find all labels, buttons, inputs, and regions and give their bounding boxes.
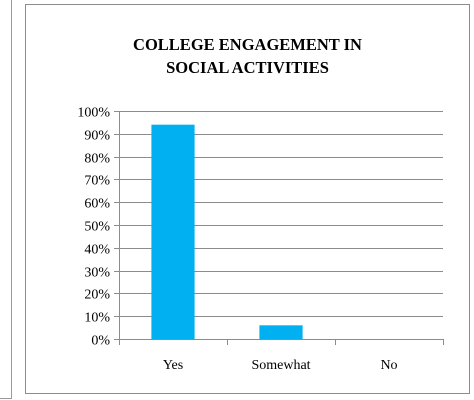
chart-title-line-1: COLLEGE ENGAGEMENT IN — [133, 35, 362, 54]
y-tick-label: 40% — [84, 243, 110, 258]
y-tick-label: 100% — [77, 106, 110, 121]
x-tick-label: No — [380, 358, 397, 373]
y-tick-label: 0% — [91, 334, 110, 349]
y-tick-label: 10% — [84, 311, 110, 326]
bar-chart-plot: 0% 10% 20% 30% 40% 50% 60% 70% 80% 90% 100% Yes Some… — [77, 106, 444, 373]
x-tick-label: Somewhat — [251, 358, 310, 373]
chart-container: COLLEGE ENGAGEMENT IN SOCIAL ACTIVITIES … — [25, 4, 470, 394]
chart-title-line-2: SOCIAL ACTIVITIES — [166, 58, 329, 77]
y-tick-label: 20% — [84, 288, 110, 303]
y-tick-label: 30% — [84, 266, 110, 281]
bar-yes — [151, 124, 195, 340]
y-tick-label: 60% — [84, 197, 110, 212]
y-tick-label: 70% — [84, 174, 110, 189]
chart-title: COLLEGE ENGAGEMENT IN SOCIAL ACTIVITIES — [26, 33, 469, 79]
left-panel-edge — [0, 0, 12, 399]
y-tick-label: 50% — [84, 220, 110, 235]
y-tick-label: 90% — [84, 129, 110, 144]
x-tick-label: Yes — [163, 358, 183, 373]
y-tick-label: 80% — [84, 152, 110, 167]
bar-somewhat — [259, 325, 303, 339]
